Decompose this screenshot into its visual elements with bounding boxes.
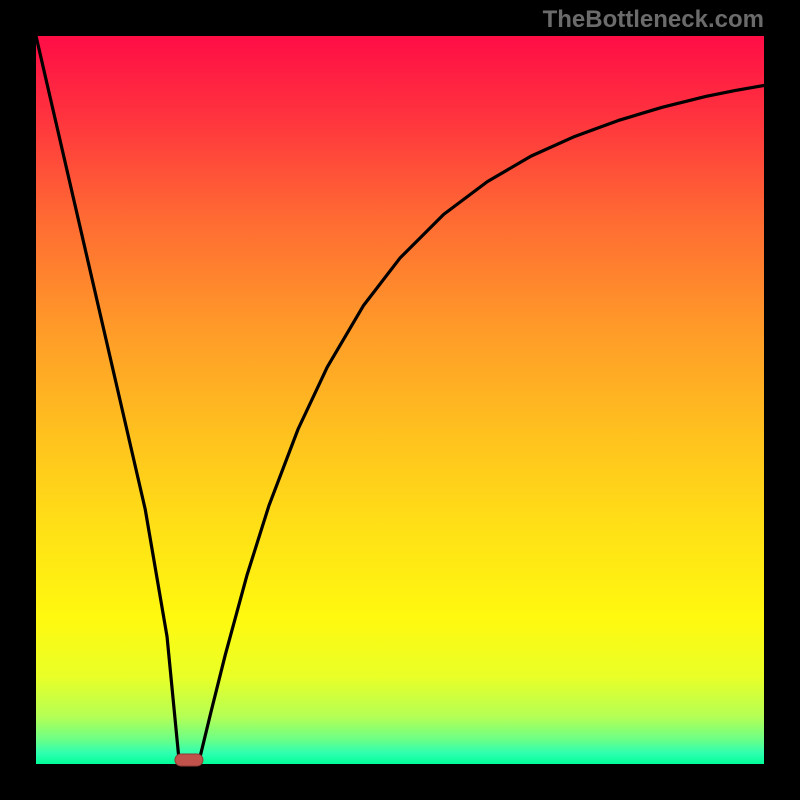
bottleneck-curve [36,36,764,764]
sweet-spot-marker [174,753,203,766]
watermark-text: TheBottleneck.com [543,6,764,34]
plot-area [36,36,764,764]
chart-frame: TheBottleneck.com [0,0,800,800]
